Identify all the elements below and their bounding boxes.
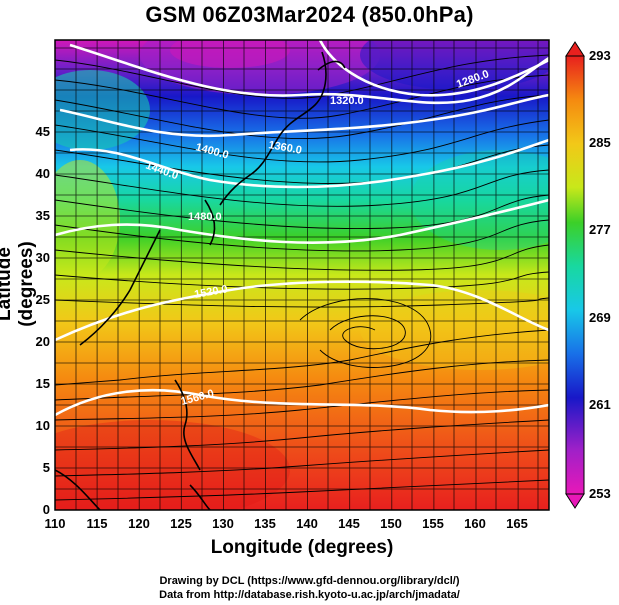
- contour-label-1520: 1520.0: [193, 283, 228, 301]
- contour-label-1320: 1320.0: [330, 95, 364, 107]
- x-tick: 125: [170, 516, 192, 531]
- x-tick: 130: [212, 516, 234, 531]
- x-tick: 115: [86, 516, 108, 531]
- temperature-field: [55, 40, 549, 510]
- colorbar-tick: 261: [589, 397, 611, 412]
- y-tick: 40: [35, 166, 50, 181]
- y-tick: 10: [35, 418, 50, 433]
- y-tick: 0: [42, 502, 50, 517]
- y-tick: 25: [35, 292, 50, 307]
- colorbar: [565, 41, 585, 509]
- colorbar-max-arrow: [565, 41, 585, 57]
- x-tick: 155: [422, 516, 444, 531]
- x-tick: 135: [254, 516, 276, 531]
- credit-drawing: Drawing by DCL (https://www.gfd-dennou.o…: [159, 575, 460, 587]
- credit-data: Data from http://database.rish.kyoto-u.a…: [159, 589, 460, 601]
- y-axis-label: Latitude (degrees): [0, 241, 37, 327]
- x-tick: 140: [296, 516, 318, 531]
- x-tick: 120: [128, 516, 150, 531]
- x-tick: 145: [338, 516, 360, 531]
- x-tick: 160: [464, 516, 486, 531]
- y-tick: 35: [35, 208, 50, 223]
- height-contours: [55, 40, 549, 417]
- colorbar-tick: 269: [589, 310, 611, 325]
- x-axis-label: Longitude (degrees): [210, 537, 394, 558]
- y-tick: 45: [35, 124, 50, 139]
- colorbar-tick: 293: [589, 48, 611, 63]
- y-tick: 5: [42, 460, 50, 475]
- y-tick: 30: [35, 250, 50, 265]
- y-tick: 20: [35, 334, 50, 349]
- x-tick: 150: [380, 516, 402, 531]
- contour-label-1360: 1360.0: [267, 139, 302, 157]
- coastlines: [55, 51, 346, 510]
- grid-lines: [55, 40, 549, 510]
- chart-title: GSM 06Z03Mar2024 (850.0hPa): [145, 2, 474, 27]
- wind-streamlines: [55, 54, 549, 501]
- colorbar-min-arrow: [565, 493, 585, 509]
- x-tick: 110: [44, 516, 66, 531]
- y-tick: 15: [35, 376, 50, 391]
- colorbar-tick: 253: [589, 486, 611, 501]
- colorbar-tick: 277: [589, 222, 611, 237]
- x-tick: 165: [506, 516, 528, 531]
- plot-frame: [54, 39, 550, 511]
- contour-label-1480: 1480.0: [188, 211, 222, 223]
- colorbar-tick: 285: [589, 135, 611, 150]
